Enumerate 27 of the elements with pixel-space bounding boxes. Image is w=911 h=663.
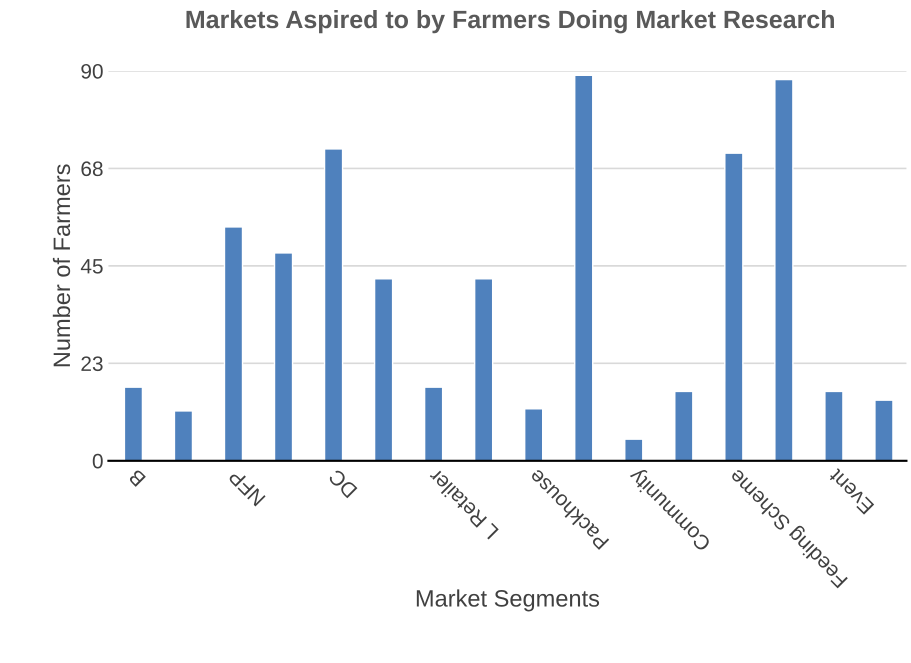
bar xyxy=(624,438,644,461)
bar xyxy=(274,252,294,461)
bar xyxy=(324,148,344,461)
x-tick-label: NFP xyxy=(228,468,266,506)
bar xyxy=(474,278,494,461)
chart-title: Markets Aspired to by Farmers Doing Market Research xyxy=(186,10,834,34)
bar xyxy=(174,410,194,461)
bar xyxy=(524,408,544,461)
y-tick-label: 23 xyxy=(81,356,103,372)
x-tick-label: DC xyxy=(328,468,358,498)
bar xyxy=(724,152,744,461)
bar xyxy=(374,278,394,461)
y-tick-label: 0 xyxy=(92,454,103,469)
y-axis-title: Number of Farmers xyxy=(52,164,70,366)
bar xyxy=(774,78,794,461)
x-tick-label: B xyxy=(128,468,146,487)
x-axis-title: Market Segments xyxy=(416,589,600,612)
bar xyxy=(124,386,144,461)
bar xyxy=(674,390,694,461)
y-tick-label: 90 xyxy=(81,64,103,79)
bar xyxy=(224,226,244,461)
bar xyxy=(824,390,844,461)
bar xyxy=(424,386,444,461)
bar xyxy=(574,74,594,461)
y-tick-label: 45 xyxy=(80,259,103,274)
bar xyxy=(874,399,894,461)
y-tick-label: 68 xyxy=(81,161,103,176)
